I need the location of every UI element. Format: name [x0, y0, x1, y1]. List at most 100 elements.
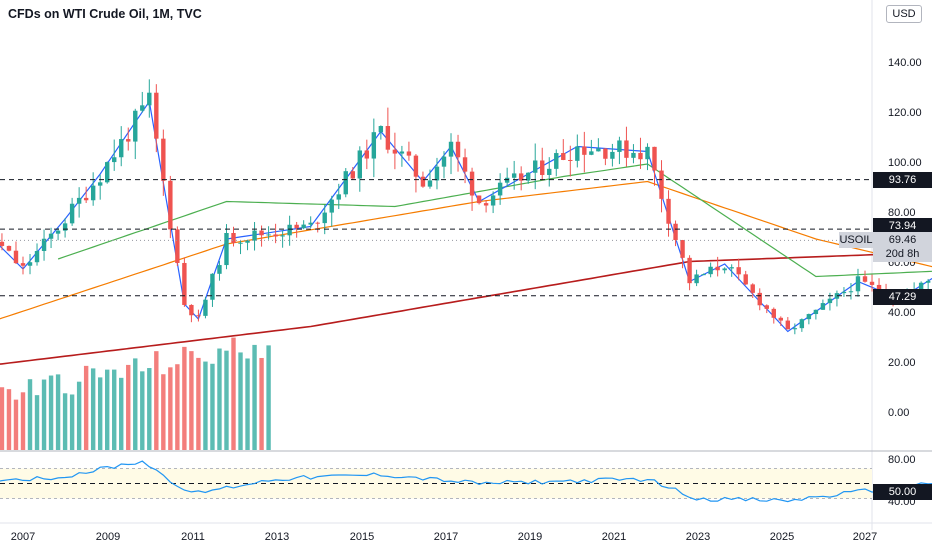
candle-body: [561, 153, 566, 160]
symbol-badge: USOIL: [839, 232, 873, 248]
candle-body: [336, 194, 341, 200]
candle-body: [764, 305, 769, 309]
rsi-pane: [0, 460, 932, 503]
candle-body: [792, 328, 798, 330]
time-tick: 2017: [433, 531, 459, 543]
candle-body: [771, 308, 776, 318]
candle-body: [175, 229, 180, 263]
volume-bar: [48, 375, 54, 450]
candle-body: [364, 150, 370, 159]
candle-body: [238, 242, 243, 244]
candle-body: [231, 232, 236, 243]
candle-body: [245, 240, 250, 243]
candle-body: [631, 152, 636, 158]
candle-body: [785, 320, 791, 330]
volume-bar: [90, 368, 96, 450]
candle-body: [476, 195, 482, 204]
ma-long-line: [0, 251, 932, 365]
volume-bar: [196, 357, 201, 450]
moving-averages: [0, 99, 932, 365]
volume-bar: [62, 393, 68, 450]
price-tick-20: 20.00: [888, 357, 916, 369]
candle-body: [83, 197, 89, 201]
candle-body: [420, 176, 426, 187]
time-tick: 2009: [95, 531, 121, 543]
candle-body: [427, 180, 433, 187]
candle-body: [48, 233, 54, 239]
price-tick-40: 40.00: [888, 307, 916, 319]
candle-body: [673, 223, 678, 241]
candle-body: [76, 197, 82, 204]
price-tick-120: 120.00: [888, 107, 922, 119]
candle-body: [511, 173, 517, 178]
volume-bar: [266, 345, 271, 450]
ma-fast-line: [0, 99, 932, 333]
candle-body: [820, 303, 826, 310]
candle-body: [526, 172, 531, 181]
candle-body: [252, 230, 257, 241]
candle-body: [224, 232, 229, 266]
candle-body: [308, 222, 313, 225]
time-tick: 2025: [769, 531, 795, 543]
candle-body: [217, 265, 222, 274]
candle-body: [287, 224, 292, 236]
candle-body: [490, 195, 496, 206]
candle-body: [617, 140, 622, 152]
candle-body: [280, 235, 285, 237]
volume-bar: [13, 399, 19, 450]
candle-body: [27, 262, 33, 266]
volume-bar: [97, 377, 103, 450]
candle-body: [133, 110, 138, 142]
candle-body: [582, 146, 587, 155]
horizontal-levels: [0, 179, 872, 297]
candle-body: [168, 180, 173, 230]
candle-body: [62, 223, 68, 231]
candle-body: [196, 315, 201, 317]
candle-body: [273, 234, 278, 237]
candle-body: [0, 241, 5, 246]
currency-selector[interactable]: USD: [886, 5, 922, 23]
candle-body: [357, 150, 362, 179]
candle-body: [392, 149, 398, 154]
candle-body: [147, 92, 152, 106]
volume-bar: [203, 361, 208, 450]
candle-body: [925, 280, 931, 283]
candle-body: [624, 140, 629, 158]
candle-body: [743, 274, 748, 285]
candle-body: [41, 238, 47, 251]
candle-body: [259, 230, 264, 236]
volume-bar: [6, 389, 12, 450]
volume-bar: [83, 365, 89, 450]
level-badge-73: 73.94: [873, 218, 932, 234]
candle-body: [687, 257, 692, 284]
candle-body: [322, 212, 327, 224]
volume-bar: [245, 358, 250, 450]
candle-body: [13, 250, 19, 264]
volume-bar: [126, 364, 131, 450]
time-tick: 2021: [601, 531, 627, 543]
volume-bar: [168, 367, 173, 450]
candle-body: [483, 203, 489, 206]
last-price-badge: 69.46 20d 8h: [873, 232, 932, 262]
candle-body: [154, 92, 159, 139]
candle-body: [652, 146, 657, 171]
volume-bars: [0, 337, 271, 450]
volume-bar: [217, 348, 222, 450]
candle-body: [97, 182, 103, 186]
candle-body: [266, 234, 271, 236]
candle-body: [813, 309, 819, 315]
candle-body: [161, 138, 166, 181]
volume-bar: [147, 368, 152, 450]
candle-body: [455, 141, 461, 158]
volume-bar: [210, 363, 215, 450]
candle-body: [596, 148, 601, 152]
candle-body: [827, 298, 833, 304]
level-badge-93: 93.76: [873, 172, 932, 188]
candle-body: [862, 276, 868, 282]
candle-body: [645, 146, 650, 160]
bar-countdown: 20d 8h: [885, 248, 920, 260]
candle-body: [722, 268, 727, 271]
chart-title: CFDs on WTI Crude Oil, 1M, TVC: [8, 7, 202, 21]
price-tick-0: 0.00: [888, 407, 910, 419]
